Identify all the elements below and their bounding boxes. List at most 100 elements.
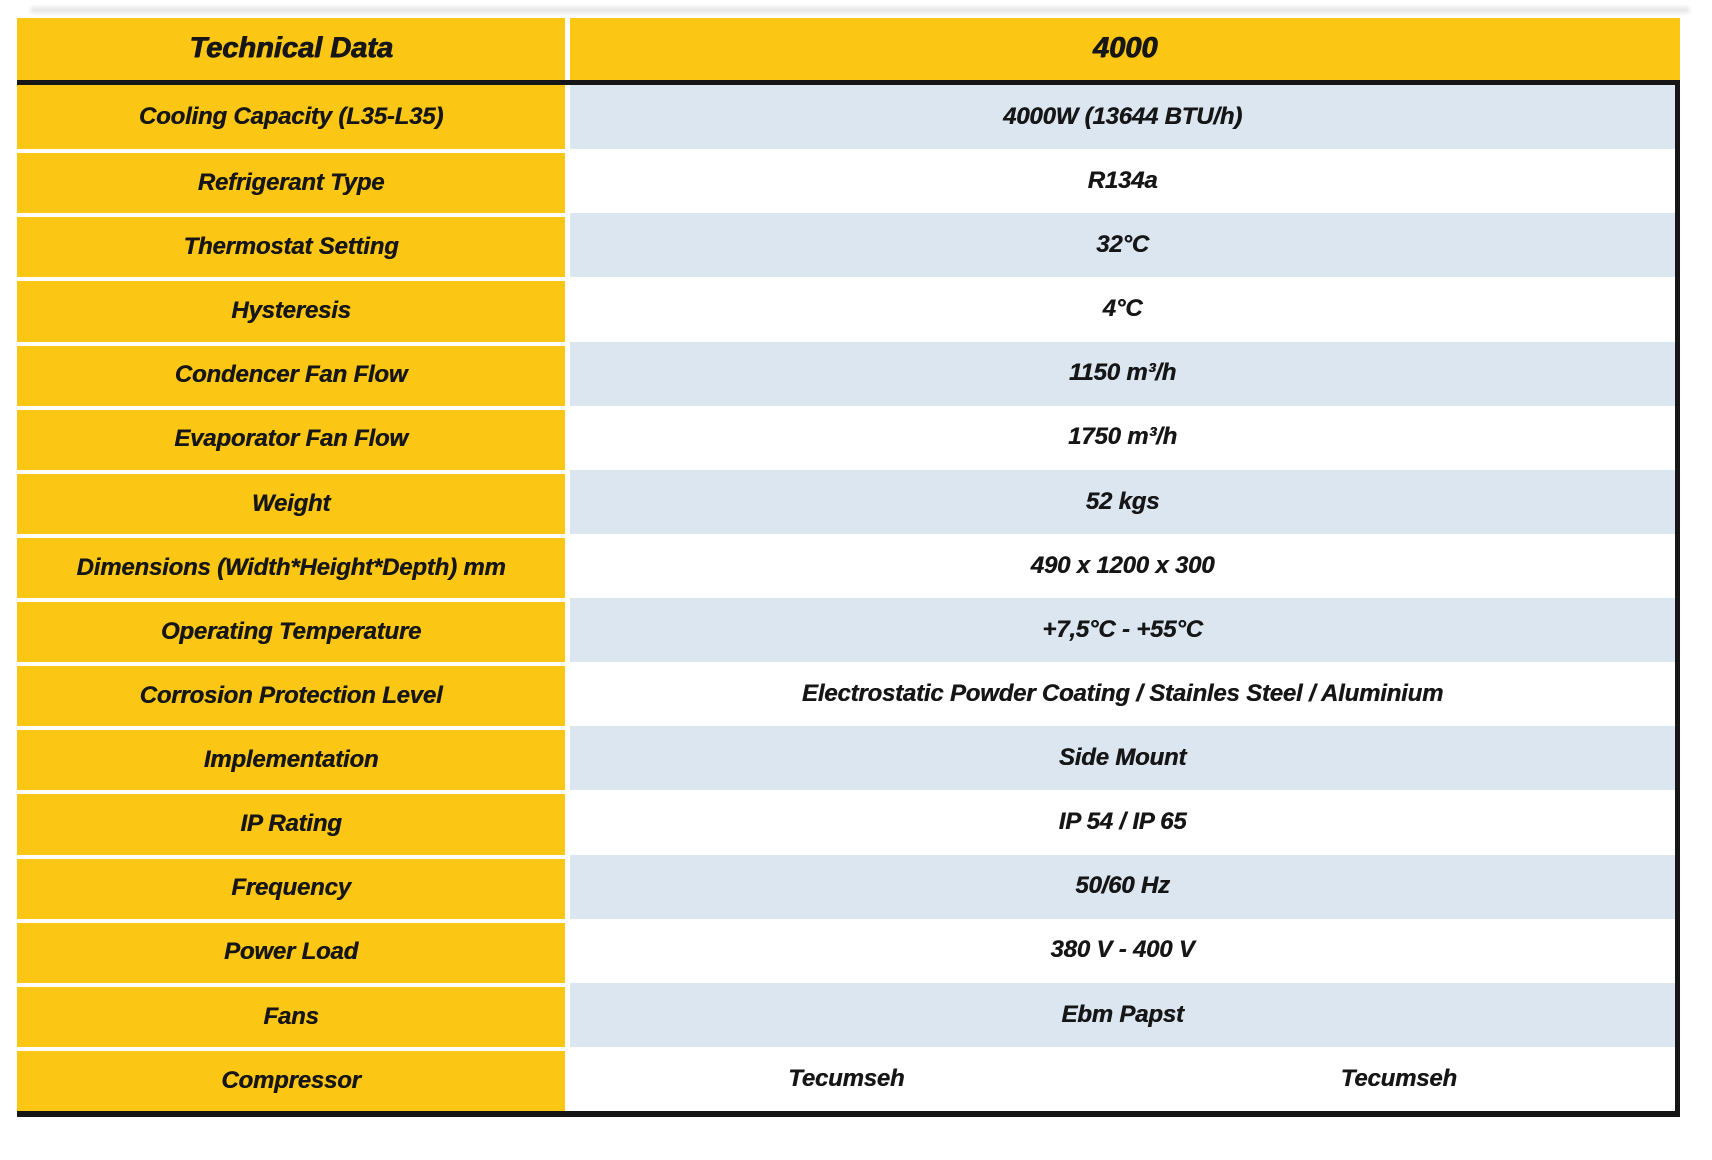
column-divider — [565, 982, 570, 1047]
column-divider — [565, 533, 570, 598]
row-value-cell: 50/60 Hz — [570, 854, 1675, 919]
row-value-cell: 52 kgs — [570, 469, 1675, 534]
row-value: 380 V - 400 V — [1050, 936, 1195, 964]
column-divider — [565, 405, 570, 470]
row-value: 52 kgs — [1085, 487, 1160, 515]
column-divider — [565, 662, 570, 727]
column-divider — [565, 18, 570, 80]
row-label-cell: Condencer Fan Flow — [17, 341, 565, 406]
row-label-cell: Thermostat Setting — [17, 213, 565, 278]
row-value: 4°C — [1102, 295, 1143, 323]
row-value: R134a — [1087, 166, 1158, 194]
table-row: Dimensions (Width*Height*Depth) mm 490 x … — [17, 533, 1675, 598]
row-label-cell: Dimensions (Width*Height*Depth) mm — [17, 533, 565, 598]
row-value: IP 54 / IP 65 — [1058, 808, 1187, 836]
column-divider — [565, 469, 570, 534]
row-label-cell: Power Load — [17, 918, 565, 983]
table-row: IP Rating IP 54 / IP 65 — [17, 790, 1675, 855]
technical-data-table: Technical Data 4000 Cooling Capacity (L3… — [17, 18, 1680, 1117]
table-row: Cooling Capacity (L35-L35) 4000W (13644 B… — [17, 85, 1675, 150]
row-value-cell: 380 V - 400 V — [570, 918, 1675, 983]
table-row: Evaporator Fan Flow 1750 m³/h — [17, 405, 1675, 470]
table-row: Hysteresis 4°C — [17, 277, 1675, 342]
row-label-cell: Weight — [17, 469, 565, 534]
row-value: 490 x 1200 x 300 — [1030, 551, 1215, 579]
column-divider — [565, 149, 570, 214]
column-divider — [565, 277, 570, 342]
column-divider — [565, 85, 570, 150]
row-label: Thermostat Setting — [183, 233, 399, 261]
row-value: +7,5°C - +55°C — [1042, 615, 1203, 643]
row-value-cell: 4°C — [570, 277, 1675, 342]
model-number: 4000 — [1092, 32, 1158, 65]
row-value-cell: Electrostatic Powder Coating / Stainles … — [570, 662, 1675, 727]
row-value: Ebm Papst — [1061, 1000, 1184, 1028]
column-divider — [565, 1046, 570, 1111]
row-value: Tecumseh — [1340, 1064, 1457, 1092]
table-row: Compressor Tecumseh Tecumseh — [17, 1046, 1676, 1111]
row-value-cell: R134a — [570, 149, 1675, 214]
row-label: Refrigerant Type — [197, 168, 385, 196]
row-label-cell: IP Rating — [17, 790, 565, 855]
bottom-border — [17, 1111, 1680, 1117]
table-row: Refrigerant Type R134a — [17, 149, 1675, 214]
header-separator — [17, 80, 1680, 85]
table-row: Weight 52 kgs — [17, 469, 1675, 534]
row-value: Electrostatic Powder Coating / Stainles … — [801, 679, 1444, 707]
column-divider — [565, 854, 570, 919]
row-value: 32°C — [1096, 231, 1149, 259]
column-divider — [565, 726, 570, 791]
row-value-cell: 4000W (13644 BTU/h) — [570, 85, 1675, 150]
row-value: 50/60 Hz — [1075, 872, 1170, 900]
column-divider — [565, 213, 570, 278]
row-value: Side Mount — [1058, 744, 1187, 772]
column-divider — [565, 790, 570, 855]
header-value-cell: 4000 — [570, 18, 1680, 80]
table-row: Implementation Side Mount — [17, 726, 1675, 791]
row-label: Frequency — [231, 874, 351, 902]
row-value: Tecumseh — [788, 1064, 905, 1092]
row-label-cell: Evaporator Fan Flow — [17, 405, 565, 470]
table-row: Fans Ebm Papst — [17, 982, 1675, 1047]
row-label-cell: Fans — [17, 982, 565, 1047]
row-label-cell: Refrigerant Type — [17, 149, 565, 214]
row-label: Fans — [263, 1002, 319, 1030]
row-label: Hysteresis — [231, 297, 351, 325]
row-value: 4000W (13644 BTU/h) — [1003, 102, 1242, 130]
row-label: Implementation — [203, 746, 379, 774]
table-title: Technical Data — [189, 32, 393, 65]
scan-artifact-line — [30, 7, 1690, 13]
row-label: Weight — [251, 489, 331, 517]
row-value-cell: IP 54 / IP 65 — [570, 790, 1675, 855]
table-row: Operating Temperature +7,5°C - +55°C — [17, 598, 1675, 663]
row-value-cell: 1750 m³/h — [570, 405, 1675, 470]
row-label-cell: Implementation — [17, 726, 565, 791]
row-label-cell: Frequency — [17, 854, 565, 919]
row-label-cell: Cooling Capacity (L35-L35) — [17, 85, 565, 150]
row-label: Dimensions (Width*Height*Depth) mm — [76, 553, 506, 581]
column-divider — [565, 341, 570, 406]
row-value: 1150 m³/h — [1068, 359, 1177, 387]
row-value-cell: Ebm Papst — [570, 982, 1675, 1047]
row-value: 1750 m³/h — [1068, 423, 1177, 451]
value-subcell: Tecumseh — [570, 1064, 1123, 1092]
row-value-cell: 490 x 1200 x 300 — [570, 533, 1675, 598]
table-row: Condencer Fan Flow 1150 m³/h — [17, 341, 1675, 406]
row-label-cell: Compressor — [17, 1046, 565, 1111]
row-value-cell: 32°C — [570, 213, 1675, 278]
row-value-cell: +7,5°C - +55°C — [570, 598, 1675, 663]
column-divider — [565, 918, 570, 983]
row-label-cell: Corrosion Protection Level — [17, 662, 565, 727]
row-label: Cooling Capacity (L35-L35) — [138, 102, 444, 130]
row-label: Compressor — [221, 1066, 361, 1094]
row-label: IP Rating — [240, 810, 342, 838]
table-row: Thermostat Setting 32°C — [17, 213, 1675, 278]
row-value-cell: 1150 m³/h — [570, 341, 1675, 406]
row-label-cell: Operating Temperature — [17, 598, 565, 663]
header-label-cell: Technical Data — [17, 18, 565, 80]
column-divider — [565, 598, 570, 663]
row-label: Power Load — [223, 938, 359, 966]
table-row: Corrosion Protection Level Electrostatic … — [17, 662, 1675, 727]
value-subcell: Tecumseh — [1123, 1064, 1676, 1092]
row-label: Operating Temperature — [160, 617, 422, 645]
